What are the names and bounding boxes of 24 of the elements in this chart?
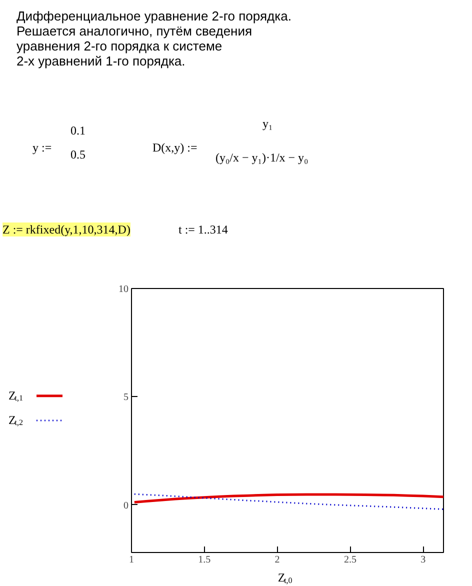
line-series — [134, 493, 444, 510]
legend-label: Zt,1 — [8, 388, 23, 403]
y-tick-label: 10 — [118, 284, 128, 295]
text: Решается аналогично, путём сведения — [16, 24, 252, 38]
x-tick-label: 1.5 — [198, 554, 211, 566]
text: Z := rkfixed(y,1,10,314,D) — [2, 222, 130, 236]
x-tick-label: 2.5 — [344, 554, 356, 566]
text: (y₀/x − y₁)·1/x − y₀ — [216, 150, 308, 164]
text: уравнения 2-го порядка к системе — [16, 38, 222, 54]
x-tick-label: 3 — [420, 554, 426, 566]
text: 0.5 — [70, 148, 86, 162]
legend-label: Zt,2 — [8, 413, 23, 428]
y-tick-label: 0 — [124, 500, 128, 512]
y-tick-label: 5 — [124, 392, 128, 404]
text: D(x,y) := — [152, 140, 198, 154]
text: Дифференциальное уравнение 2-го порядка. — [16, 8, 292, 24]
x-tick-label: 2 — [274, 554, 280, 566]
text: t := 1..314 — [178, 222, 228, 236]
text: y₁ — [262, 116, 273, 130]
x-tick-label: 1 — [129, 554, 134, 566]
line-series — [133, 493, 444, 504]
text: 0.1 — [70, 124, 86, 138]
text: 2-х уравнений 1-го порядка. — [16, 54, 186, 68]
text: y := — [32, 140, 52, 154]
